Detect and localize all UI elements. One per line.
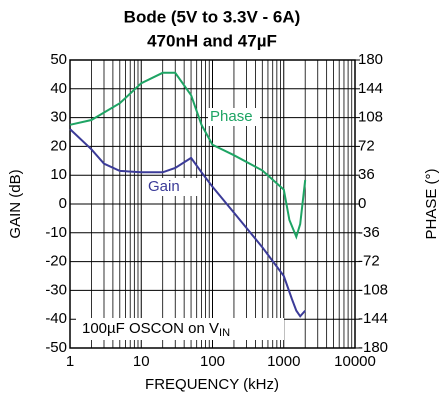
y-axis-label: GAIN (dB) [7,169,24,238]
line-1 [69,71,307,240]
chart-title: Bode (5V to 3.3V - 6A) [124,7,301,26]
series-label-bg [146,178,198,196]
x-tick-label: 100 [200,353,225,370]
x-tick-label: 1 [66,353,74,370]
annotation-box [76,318,284,340]
x-tick-label: 1000 [267,353,300,370]
x-axis-label: FREQUENCY (kHz) [145,376,279,393]
annotation-sub: IN [219,327,230,339]
y2-tick-label: -36 [358,224,380,241]
y2-tick-label: 36 [358,166,375,183]
y2-tick-label: -72 [358,253,380,270]
x-tick-label: 10 [133,353,150,370]
y-tick-label: 30 [50,109,67,126]
y2-tick-label: 108 [358,109,383,126]
y2-tick-label: -108 [358,281,388,298]
series-label-bg [208,108,260,126]
y2-axis-label: PHASE (°) [423,168,440,239]
series-label: Gain [148,178,180,195]
y-tick-label: -10 [45,224,67,241]
annotation-text: 100µF OSCON on V [82,320,219,337]
y-tick-label: -30 [45,281,67,298]
y2-tick-label: 180 [358,51,383,68]
annotation: 100µF OSCON on VIN [82,320,230,339]
series-label: Phase [210,108,253,125]
y-tick-label: 50 [50,51,67,68]
y-tick-label: 10 [50,166,67,183]
y-tick-label: 0 [59,195,67,212]
y2-tick-label: 144 [358,80,383,97]
x-tick-label: 10000 [334,353,376,370]
y2-tick-label: -180 [358,339,388,356]
y-tick-label: -50 [45,339,67,356]
y2-tick-label: 72 [358,137,375,154]
y-tick-label: 20 [50,137,67,154]
line-0 [69,128,306,318]
y2-tick-label: -144 [358,310,388,327]
y-tick-label: 40 [50,80,67,97]
y-tick-label: -40 [45,310,67,327]
chart-subtitle: 470nH and 47µF [147,31,277,50]
y-tick-label: -20 [45,253,67,270]
y2-tick-label: 0 [358,195,366,212]
plot-frame [69,59,356,349]
